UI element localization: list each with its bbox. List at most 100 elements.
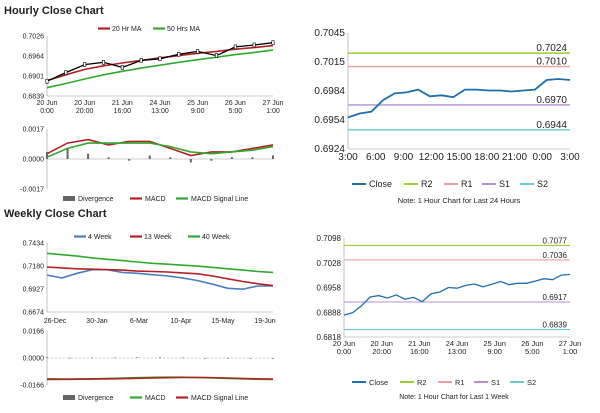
hourly-macd-divergence-bar — [148, 155, 151, 159]
weekly-macd-divergence-bar — [204, 358, 207, 359]
hourly-levels-y-tick-label: 0.7015 — [314, 57, 345, 68]
weekly-macd-divergence-bar — [272, 358, 274, 359]
weekly-macd-legend-label: MACD — [145, 395, 166, 402]
weekly-levels-x-tick-label: 1:00 — [563, 347, 578, 356]
weekly-price-y-tick-label: 0.7434 — [23, 241, 45, 248]
hourly-price-x-tick-label: 27 Jun — [262, 100, 283, 107]
weekly-levels-y-tick-label: 0.7098 — [317, 234, 342, 243]
weekly-levels-x-tick-label: 16:00 — [410, 347, 429, 356]
hourly-price-point — [83, 62, 87, 67]
weekly-levels-y-tick-label: 0.6818 — [317, 333, 342, 342]
hourly-price-x-tick-label: 9:00 — [191, 108, 205, 115]
hourly-price-x-tick-label: 26 Jun — [225, 100, 246, 107]
weekly-levels-legend-label: Close — [369, 378, 388, 387]
hourly-price-x-tick-label: 20:00 — [76, 108, 94, 115]
hourly-macd-y-tick-label: 0.0000 — [23, 157, 45, 164]
hourly-price-point — [139, 58, 143, 63]
weekly-levels-x-tick-label: 20 Jun — [370, 339, 393, 348]
weekly-price-x-tick-label: 15-May — [211, 318, 235, 325]
weekly-levels-y-tick-label: 0.7028 — [317, 259, 342, 268]
hourly-price-x-tick-label: 13:00 — [151, 108, 169, 115]
hourly-price-point — [177, 51, 181, 57]
weekly-price-x-tick-label: 30-Jan — [86, 318, 108, 325]
hourly-price-point — [158, 56, 162, 62]
weekly-levels-level-label: 0.7036 — [543, 251, 568, 260]
hourly-macd-divergence-bar — [189, 159, 192, 163]
weekly-macd-legend-label: MACD Signal Line — [191, 395, 248, 402]
hourly-macd-legend-swatch — [63, 196, 75, 201]
hourly-macd-divergence-bar — [128, 159, 131, 161]
weekly-section-title: Weekly Close Chart — [4, 208, 107, 220]
weekly-price-legend-label: 40 Week — [202, 234, 230, 241]
hourly-levels-x-tick-label: 9:00 — [394, 152, 414, 163]
weekly-levels-level-label: 0.7077 — [543, 236, 568, 245]
hourly-levels-x-tick-label: 3:00 — [560, 152, 580, 163]
weekly-macd-series-line — [46, 376, 274, 381]
hourly-macd-divergence-bar — [272, 155, 274, 159]
hourly-levels-legend-label: S1 — [499, 179, 510, 189]
hourly-price-legend-label: 20 Hr MA — [112, 26, 142, 33]
hourly-price-y-tick-label: 0.6964 — [23, 54, 45, 61]
weekly-macd-divergence-bar — [136, 357, 139, 358]
weekly-levels-level-label: 0.6917 — [543, 293, 568, 302]
hourly-price-point — [233, 44, 237, 50]
hourly-price-x-tick-label: 25 Jun — [187, 100, 208, 107]
hourly-price-point — [102, 60, 106, 65]
weekly-levels-x-tick-label: 9:00 — [487, 347, 502, 356]
weekly-price-y-tick-label: 0.6927 — [23, 287, 45, 294]
weekly-levels-x-tick-label: 24 Jun — [446, 339, 469, 348]
weekly-levels-legend-label: S2 — [527, 378, 536, 387]
hourly-levels-level-label: 0.6944 — [536, 120, 567, 131]
hourly-levels-y-tick-label: 0.6954 — [314, 115, 345, 126]
weekly-levels-x-tick-label: 5:00 — [525, 347, 540, 356]
hourly-price-series-line — [46, 44, 274, 82]
weekly-macd-divergence-bar — [68, 357, 71, 359]
hourly-price-legend-label: 50 Hrs MA — [167, 26, 200, 33]
hourly-price-point — [271, 40, 275, 46]
weekly-macd-y-tick-label: 0.0166 — [23, 329, 45, 336]
weekly-levels-x-tick-label: 27 Jun — [559, 339, 582, 348]
hourly-macd-divergence-bar — [87, 153, 90, 159]
weekly-levels-level-label: 0.6839 — [543, 321, 568, 330]
weekly-price-x-tick-label: 10-Apr — [170, 318, 192, 325]
weekly-macd-divergence-bar — [113, 357, 116, 359]
hourly-macd-divergence-bar — [230, 157, 233, 159]
hourly-levels-x-tick-label: 3:00 — [338, 152, 358, 163]
hourly-macd-divergence-bar — [169, 157, 172, 159]
hourly-price-x-tick-label: 24 Jun — [149, 100, 170, 107]
hourly-levels-x-tick-label: 0:00 — [533, 152, 553, 163]
hourly-levels-x-tick-label: 18:00 — [474, 152, 499, 163]
hourly-price-point — [64, 70, 68, 75]
weekly-levels-x-tick-label: 20 Jun — [333, 339, 356, 348]
hourly-macd-legend-label: MACD Signal Line — [191, 196, 248, 203]
weekly-price-x-tick-label: 26-Dec — [44, 318, 67, 325]
weekly-macd-divergence-bar — [249, 358, 252, 359]
hourly-price-point — [196, 49, 200, 54]
hourly-price-point — [215, 53, 219, 58]
weekly-levels-legend-label: R1 — [455, 378, 465, 387]
weekly-levels-y-tick-label: 0.6888 — [317, 308, 342, 317]
weekly-macd-y-tick-label: -0.0166 — [20, 383, 44, 390]
weekly-macd-divergence-bar — [46, 357, 48, 358]
weekly-macd-legend-swatch — [63, 395, 75, 400]
weekly-levels-x-tick-label: 0:00 — [337, 347, 352, 356]
weekly-price-x-tick-label: 6-Mar — [130, 318, 149, 325]
hourly-levels-legend-label: R2 — [421, 179, 433, 189]
weekly-macd-legend-label: Divergence — [78, 395, 114, 402]
hourly-levels-x-tick-label: 15:00 — [446, 152, 471, 163]
hourly-price-point — [252, 42, 256, 48]
weekly-levels-legend-label: R2 — [417, 378, 427, 387]
hourly-levels-x-tick-label: 12:00 — [419, 152, 444, 163]
weekly-macd-divergence-bar — [91, 357, 94, 359]
weekly-macd-divergence-bar — [181, 357, 184, 359]
weekly-price-legend-label: 13 Week — [144, 234, 172, 241]
weekly-levels-x-tick-label: 20:00 — [372, 347, 391, 356]
hourly-macd-divergence-bar — [210, 159, 213, 161]
weekly-price-y-tick-label: 0.7180 — [23, 264, 45, 271]
hourly-macd-series-line — [46, 142, 274, 158]
hourly-levels-level-label: 0.7010 — [536, 57, 567, 68]
hourly-price-x-tick-label: 20 Jun — [36, 100, 57, 107]
hourly-macd-divergence-bar — [251, 157, 254, 159]
hourly-levels-y-tick-label: 0.7045 — [314, 28, 345, 39]
